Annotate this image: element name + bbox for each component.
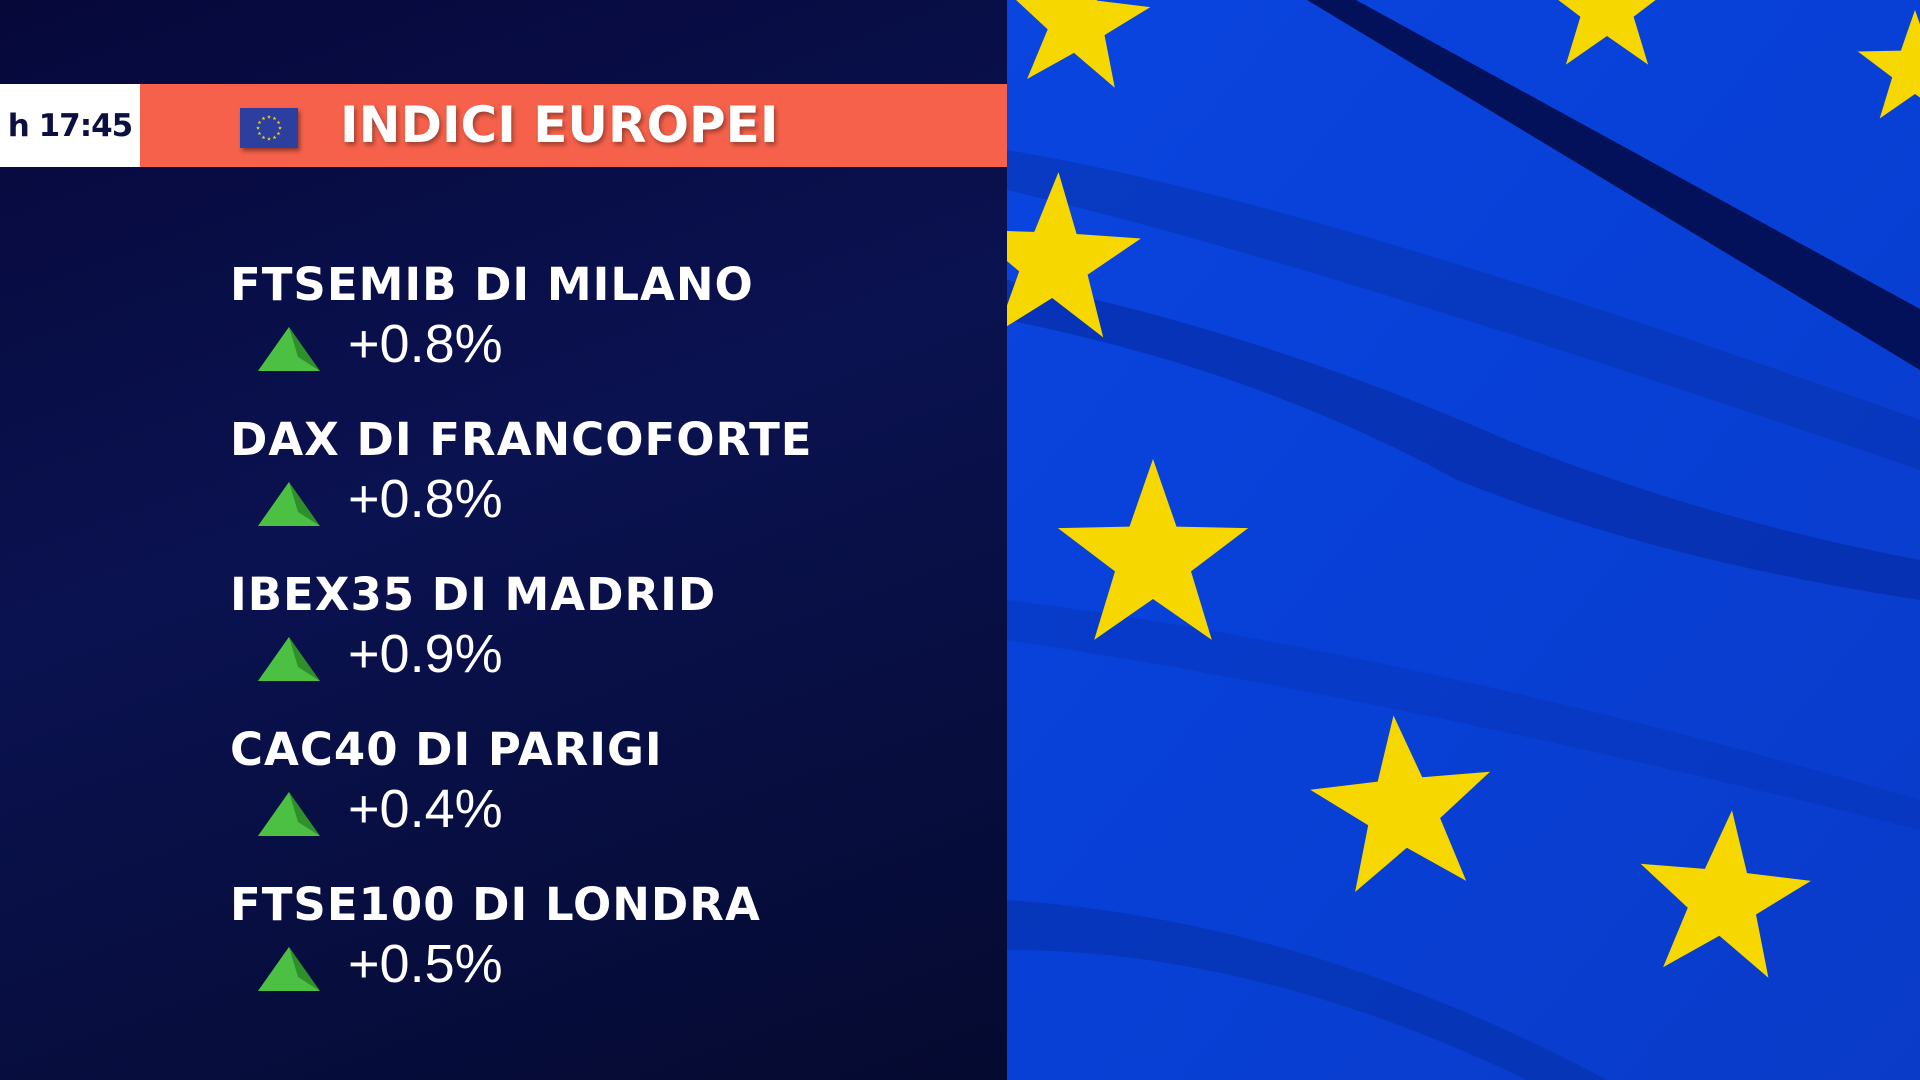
star-icon xyxy=(272,135,277,140)
star-icon xyxy=(261,135,266,140)
index-change-value: +0.8% xyxy=(348,314,503,374)
index-name: FTSEMIB DI MILANO xyxy=(230,258,754,311)
star-icon xyxy=(261,116,266,121)
index-change-row: +0.8% xyxy=(230,314,754,375)
star-icon xyxy=(257,120,262,125)
index-item: FTSE100 DI LONDRA +0.5% xyxy=(230,878,761,995)
index-name: DAX DI FRANCOFORTE xyxy=(230,413,813,466)
background-panel xyxy=(0,0,1007,1080)
flag-star xyxy=(1558,0,1656,65)
index-change-value: +0.8% xyxy=(348,469,503,529)
flag-star xyxy=(1310,715,1490,892)
star-icon xyxy=(276,131,281,136)
star-icon xyxy=(267,137,271,141)
index-item: FTSEMIB DI MILANO +0.8% xyxy=(230,258,754,375)
flag-star xyxy=(1007,172,1141,338)
index-item: DAX DI FRANCOFORTE +0.8% xyxy=(230,413,813,530)
star-icon xyxy=(276,120,281,125)
star-icon xyxy=(267,115,271,119)
star-icon xyxy=(257,131,262,136)
index-item: CAC40 DI PARIGI +0.4% xyxy=(230,723,663,840)
time-label: h 17:45 xyxy=(0,84,140,167)
index-change-row: +0.9% xyxy=(230,624,716,685)
flag-star xyxy=(1016,0,1151,88)
up-arrow-icon xyxy=(258,792,320,836)
eu-flag-image xyxy=(1007,0,1920,1080)
eu-flag-icon xyxy=(240,108,298,148)
flag-star xyxy=(1857,10,1920,119)
index-name: IBEX35 DI MADRID xyxy=(230,568,717,621)
index-change-value: +0.9% xyxy=(348,624,503,684)
up-arrow-icon xyxy=(258,482,320,526)
flag-star xyxy=(1640,810,1811,978)
up-arrow-icon xyxy=(258,327,320,371)
index-item: IBEX35 DI MADRID +0.9% xyxy=(230,568,716,685)
title-bar: INDICI EUROPEI xyxy=(140,84,1007,167)
index-change-row: +0.4% xyxy=(230,779,663,840)
index-change-row: +0.8% xyxy=(230,469,813,530)
star-icon xyxy=(278,126,282,130)
star-icon xyxy=(256,126,260,130)
index-change-row: +0.5% xyxy=(230,934,761,995)
star-icon xyxy=(272,116,277,121)
up-arrow-icon xyxy=(258,637,320,681)
index-change-value: +0.5% xyxy=(348,934,503,994)
flag-star xyxy=(1057,459,1249,640)
up-arrow-icon xyxy=(258,947,320,991)
index-name: FTSE100 DI LONDRA xyxy=(230,878,761,931)
index-name: CAC40 DI PARIGI xyxy=(230,723,663,776)
index-change-value: +0.4% xyxy=(348,779,503,839)
page-title: INDICI EUROPEI xyxy=(340,96,779,154)
